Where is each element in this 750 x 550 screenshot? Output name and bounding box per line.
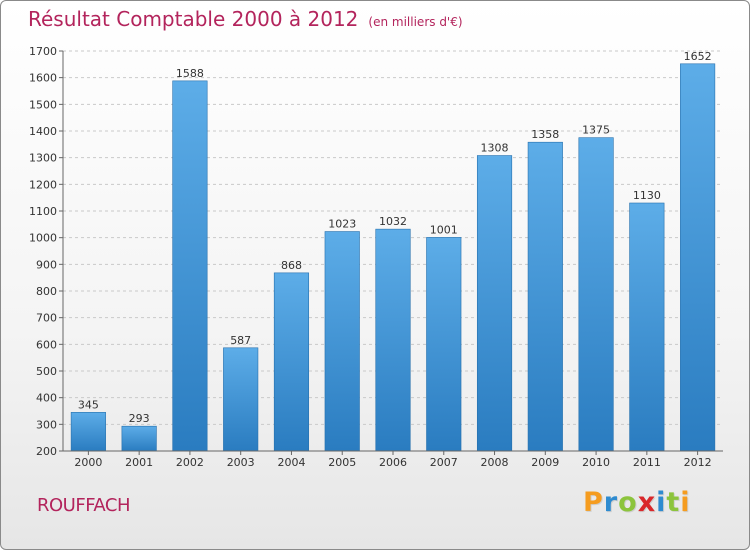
x-tick-label-2000: 2000 bbox=[74, 456, 102, 469]
value-label-2008: 1308 bbox=[481, 142, 509, 155]
y-tick-label: 800 bbox=[36, 285, 57, 298]
bar-2011 bbox=[629, 202, 665, 452]
bar-2005 bbox=[324, 231, 360, 452]
logo-letter: o bbox=[618, 487, 638, 518]
bar-2010 bbox=[578, 137, 614, 452]
y-tick-label: 200 bbox=[36, 445, 57, 458]
chart-title: Résultat Comptable 2000 à 2012 bbox=[28, 7, 359, 31]
value-label-2009: 1358 bbox=[531, 128, 559, 141]
y-tick-label: 1700 bbox=[29, 45, 57, 58]
logo-letter: t bbox=[666, 487, 681, 518]
logo-letter: i bbox=[656, 487, 667, 518]
x-tick-label-2003: 2003 bbox=[227, 456, 255, 469]
y-tick-label: 1300 bbox=[29, 152, 57, 165]
title-row: Résultat Comptable 2000 à 2012 (en millie… bbox=[28, 7, 463, 31]
value-label-2001: 293 bbox=[129, 412, 150, 425]
y-tick-label: 400 bbox=[36, 392, 57, 405]
bar-2003 bbox=[223, 347, 259, 452]
x-tick-label-2005: 2005 bbox=[328, 456, 356, 469]
x-tick-label-2004: 2004 bbox=[277, 456, 305, 469]
x-tick-label-2012: 2012 bbox=[684, 456, 712, 469]
y-tick-label: 1500 bbox=[29, 98, 57, 111]
y-tick-label: 500 bbox=[36, 365, 57, 378]
x-tick-label-2006: 2006 bbox=[379, 456, 407, 469]
proxiti-logo: Proxiti bbox=[583, 487, 691, 518]
value-label-2004: 868 bbox=[281, 259, 302, 272]
town-name: ROUFFACH bbox=[37, 495, 131, 516]
y-tick-label: 600 bbox=[36, 338, 57, 351]
bar-2012 bbox=[680, 63, 716, 452]
x-tick-label-2002: 2002 bbox=[176, 456, 204, 469]
value-label-2006: 1032 bbox=[379, 215, 407, 228]
y-tick-label: 300 bbox=[36, 418, 57, 431]
bar-2001 bbox=[121, 425, 157, 452]
value-label-2000: 345 bbox=[78, 398, 99, 411]
y-tick-label: 1600 bbox=[29, 72, 57, 85]
x-tick-label-2007: 2007 bbox=[430, 456, 458, 469]
logo-letter: x bbox=[637, 487, 657, 518]
value-label-2011: 1130 bbox=[633, 189, 661, 202]
x-tick-label-2008: 2008 bbox=[481, 456, 509, 469]
bar-2004 bbox=[273, 272, 310, 452]
value-label-2003: 587 bbox=[230, 334, 251, 347]
value-label-2012: 1652 bbox=[684, 50, 712, 63]
value-label-2010: 1375 bbox=[582, 124, 610, 137]
logo-letter: i bbox=[680, 487, 691, 518]
y-tick-label: 900 bbox=[36, 258, 57, 271]
value-label-2007: 1001 bbox=[430, 223, 458, 236]
y-tick-label: 1100 bbox=[29, 205, 57, 218]
logo-letter: r bbox=[603, 487, 619, 518]
bar-2007 bbox=[426, 237, 462, 452]
value-label-2005: 1023 bbox=[328, 218, 356, 231]
x-tick-label-2010: 2010 bbox=[582, 456, 610, 469]
bar-2006 bbox=[375, 228, 411, 452]
bar-2009 bbox=[527, 141, 563, 452]
value-label-2002: 1588 bbox=[176, 67, 204, 80]
y-tick-label: 1200 bbox=[29, 178, 57, 191]
y-tick-label: 1400 bbox=[29, 125, 57, 138]
bar-2002 bbox=[172, 80, 208, 452]
x-tick-label-2009: 2009 bbox=[531, 456, 559, 469]
x-tick-label-2011: 2011 bbox=[633, 456, 661, 469]
y-tick-label: 1000 bbox=[29, 232, 57, 245]
bar-2000 bbox=[70, 412, 106, 452]
y-tick-label: 700 bbox=[36, 312, 57, 325]
x-tick-label-2001: 2001 bbox=[125, 456, 153, 469]
chart-subtitle: (en milliers d'€) bbox=[368, 15, 463, 29]
logo-letter: P bbox=[583, 487, 604, 518]
bar-2008 bbox=[476, 155, 513, 452]
